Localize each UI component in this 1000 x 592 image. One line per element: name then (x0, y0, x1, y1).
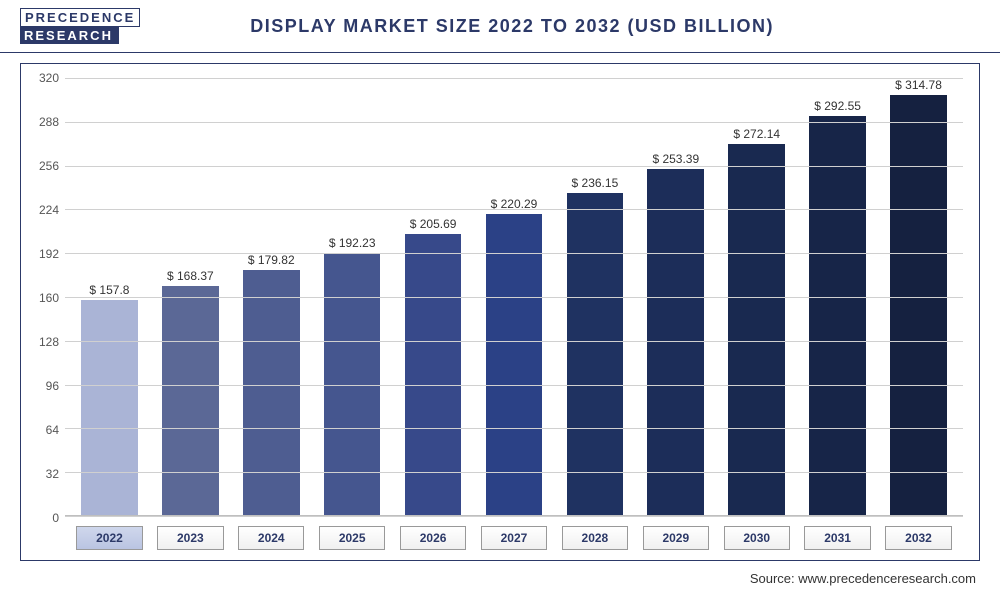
grid-line (65, 297, 963, 298)
grid-line (65, 516, 963, 517)
grid-line (65, 166, 963, 167)
bar (728, 144, 785, 516)
x-tick-label: 2025 (319, 526, 385, 550)
y-tick-label: 0 (29, 511, 59, 525)
y-tick-label: 288 (29, 115, 59, 129)
x-tick-label: 2027 (481, 526, 547, 550)
x-label-wrap: 2031 (797, 526, 878, 550)
header: PRECEDENCE RESEARCH DISPLAY MARKET SIZE … (0, 0, 1000, 53)
plot-area: $ 157.8 $ 168.37 $ 179.82 $ 192.23 $ 205.69 $… (65, 78, 963, 516)
logo-line2: RESEARCH (20, 27, 119, 44)
x-axis-labels: 2022 2023 2024 2025 2026 2027 2028 2029 2030 2031… (65, 526, 963, 550)
y-tick-label: 64 (29, 423, 59, 437)
grid-line (65, 253, 963, 254)
x-label-wrap: 2022 (69, 526, 150, 550)
x-tick-label: 2031 (804, 526, 870, 550)
bar (647, 169, 704, 516)
x-tick-label: 2028 (562, 526, 628, 550)
x-label-wrap: 2026 (393, 526, 474, 550)
bar-value-label: $ 205.69 (410, 217, 457, 231)
x-label-wrap: 2024 (231, 526, 312, 550)
bar (162, 286, 219, 516)
grid-line (65, 209, 963, 210)
x-tick-label: 2029 (643, 526, 709, 550)
bar-value-label: $ 253.39 (652, 152, 699, 166)
chart-title: DISPLAY MARKET SIZE 2022 TO 2032 (USD BI… (164, 16, 980, 37)
x-label-wrap: 2032 (878, 526, 959, 550)
x-label-wrap: 2028 (554, 526, 635, 550)
x-tick-label: 2024 (238, 526, 304, 550)
grid-line (65, 122, 963, 123)
bar-value-label: $ 292.55 (814, 99, 861, 113)
x-label-wrap: 2030 (716, 526, 797, 550)
x-tick-label: 2032 (885, 526, 951, 550)
bar-value-label: $ 179.82 (248, 253, 295, 267)
x-label-wrap: 2025 (312, 526, 393, 550)
y-tick-label: 32 (29, 467, 59, 481)
y-tick-label: 96 (29, 379, 59, 393)
bar-value-label: $ 272.14 (733, 127, 780, 141)
grid-line (65, 472, 963, 473)
x-label-wrap: 2023 (150, 526, 231, 550)
chart-frame: $ 157.8 $ 168.37 $ 179.82 $ 192.23 $ 205.69 $… (20, 63, 980, 561)
bar (890, 95, 947, 516)
x-label-wrap: 2029 (635, 526, 716, 550)
bar (486, 214, 543, 516)
bar (567, 193, 624, 516)
x-tick-label: 2030 (724, 526, 790, 550)
logo-line1: PRECEDENCE (20, 8, 140, 27)
grid-line (65, 78, 963, 79)
grid-line (65, 428, 963, 429)
x-tick-label: 2023 (157, 526, 223, 550)
y-tick-label: 128 (29, 335, 59, 349)
bar (405, 234, 462, 516)
bar-value-label: $ 157.8 (89, 283, 129, 297)
bar-value-label: $ 192.23 (329, 236, 376, 250)
y-tick-label: 192 (29, 247, 59, 261)
x-tick-label: 2026 (400, 526, 466, 550)
grid-line (65, 385, 963, 386)
grid-line (65, 341, 963, 342)
logo: PRECEDENCE RESEARCH (20, 8, 140, 44)
y-tick-label: 160 (29, 291, 59, 305)
bar-value-label: $ 314.78 (895, 78, 942, 92)
bar (81, 300, 138, 516)
bar (243, 270, 300, 516)
x-label-wrap: 2027 (474, 526, 555, 550)
bar (809, 116, 866, 516)
bar-value-label: $ 168.37 (167, 269, 214, 283)
y-tick-label: 224 (29, 203, 59, 217)
y-tick-label: 320 (29, 71, 59, 85)
source-text: Source: www.precedenceresearch.com (750, 571, 976, 586)
y-tick-label: 256 (29, 159, 59, 173)
bar-value-label: $ 236.15 (572, 176, 619, 190)
x-tick-label: 2022 (76, 526, 142, 550)
